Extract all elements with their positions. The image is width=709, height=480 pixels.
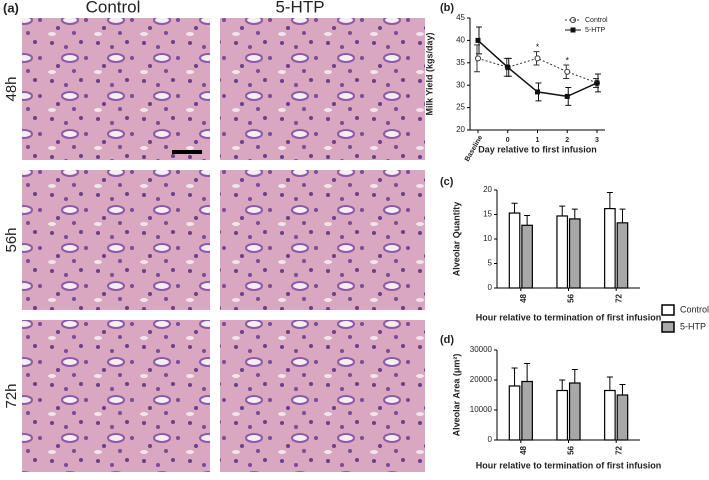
annotation: * [565,55,569,65]
error-bar [524,214,531,226]
histology-image [22,320,210,472]
histology-image [220,170,425,310]
y-axis-title: Alveolar Area (μm²) [451,354,461,437]
x-tick-label: 72 [614,445,623,454]
y-axis-title: Alveolar Quantity [451,202,461,277]
x-axis-title: Hour relative to termination of first in… [476,312,662,322]
error-bar [559,205,566,216]
legend-label: 5-HTP [680,321,706,331]
bar [604,208,616,289]
bar [521,224,533,289]
scale-bar [172,150,202,154]
y-tick-label: 0 [488,435,493,444]
error-bar [606,191,613,209]
error-bar [511,367,518,386]
marker [564,68,571,75]
y-tick-label: 0 [488,283,493,292]
histology-image [22,18,210,160]
marker [475,37,481,43]
x-tick-label: 72 [614,293,623,302]
error-bar [571,369,578,383]
row-label: 56h [3,227,20,252]
y-tick-label: 15 [483,210,492,219]
histology-grid [22,18,425,472]
bar [616,222,629,289]
bar [508,212,521,289]
y-tick-label: 45 [456,13,465,22]
y-tick-label: 35 [456,58,465,67]
x-tick-label: 48 [519,445,528,454]
column-title: 5-HTP [275,0,324,16]
error-bar [619,384,626,395]
x-tick-label: 2 [565,137,569,144]
marker [564,93,570,99]
x-tick-label: 1 [536,137,540,144]
x-tick-label: 56 [567,293,576,302]
y-tick-label: 25 [456,103,465,112]
y-tick-label: 20 [456,125,465,134]
marker [505,64,511,70]
legend-swatch [661,304,675,316]
y-tick-label: 20 [483,185,492,194]
y-tick-label: 20000 [470,375,493,384]
y-axis-title: Milk Yield (kgs/day) [424,32,434,115]
bar [556,215,569,289]
column-title: Control [86,0,141,16]
panel-label: (d) [440,334,454,346]
error-bar [571,208,578,219]
error-bar [619,208,626,223]
bar [604,389,616,441]
bar [616,394,629,441]
y-tick-label: 5 [488,259,493,268]
row-label: 72h [3,383,20,408]
legend-label: 5-HTP [585,27,606,34]
bar [568,382,581,441]
y-tick-label: 10 [483,234,492,243]
bar [521,380,533,441]
panel-label: (b) [440,2,454,14]
legend-swatch [661,321,675,333]
x-tick-label: 48 [519,293,528,302]
panel-label: (c) [440,176,454,188]
histology-image [220,18,425,160]
bar [556,389,569,441]
marker [594,80,600,86]
x-axis-title: Day relative to first infusion [478,144,597,154]
error-bar [559,379,566,391]
y-tick-label: 40 [456,36,465,45]
legend-label: Control [680,304,709,314]
error-bar [524,363,531,382]
histology-image [220,320,425,472]
marker [475,55,481,62]
x-tick-label: 56 [567,445,576,454]
row-label: 48h [3,76,20,101]
histology-image [22,170,210,310]
marker [535,89,540,95]
line [477,57,598,84]
bar [508,385,521,441]
x-tick-label: 0 [506,137,510,144]
y-tick-label: 30000 [470,345,493,354]
x-tick-label: 3 [595,137,599,144]
marker [534,55,541,62]
bar [568,218,581,289]
error-bar [606,376,613,391]
annotation: * [536,42,540,52]
legend-label: Control [585,17,608,24]
y-tick-label: 10000 [470,405,493,414]
x-axis-title: Hour relative to termination of first in… [476,460,662,470]
error-bar [511,202,518,214]
panel-label: (a) [3,0,19,15]
y-tick-label: 30 [456,80,465,89]
